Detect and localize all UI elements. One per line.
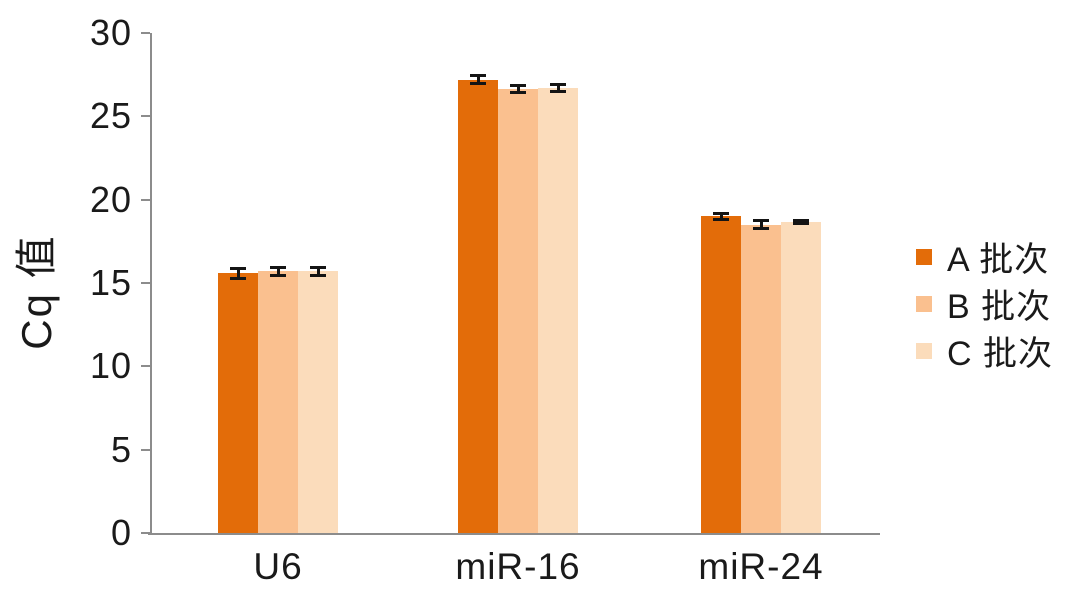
error-bar-line bbox=[516, 84, 520, 94]
y-tick-mark bbox=[141, 32, 150, 34]
error-bar bbox=[470, 74, 486, 86]
legend-swatch bbox=[916, 248, 932, 265]
y-tick-label: 5 bbox=[110, 428, 132, 470]
error-bar-cap-top bbox=[310, 265, 326, 269]
y-tick-label: 10 bbox=[89, 345, 132, 387]
bar-U6-B 批次 bbox=[258, 271, 298, 533]
legend-item: C 批次 bbox=[916, 327, 1053, 374]
error-bar-cap-bottom bbox=[793, 222, 809, 226]
legend: A 批次 B 批次 C 批次 bbox=[916, 233, 1053, 374]
error-bar bbox=[550, 83, 566, 93]
error-bar-cap-top bbox=[713, 211, 729, 215]
y-tick-label: 30 bbox=[89, 12, 132, 53]
error-bar-line bbox=[236, 266, 240, 280]
legend-label: A 批次 bbox=[947, 241, 1050, 279]
y-tick-mark bbox=[141, 448, 150, 451]
bar-miR-24-B 批次 bbox=[741, 224, 781, 533]
x-axis-line bbox=[148, 533, 880, 535]
error-bar-cap-top bbox=[793, 219, 809, 222]
bar-miR-16-B 批次 bbox=[498, 88, 538, 533]
error-bar-line bbox=[556, 83, 560, 93]
error-bar-line bbox=[719, 211, 723, 222]
bar-miR-16-C 批次 bbox=[538, 88, 578, 533]
y-tick-label: 20 bbox=[89, 178, 132, 220]
error-bar-line bbox=[276, 265, 280, 277]
x-axis-label-miR-24: miR-24 bbox=[698, 546, 824, 587]
error-bar-cap-top bbox=[270, 265, 286, 269]
legend-item: A 批次 bbox=[916, 233, 1053, 280]
bar-miR-24-C 批次 bbox=[781, 222, 821, 533]
legend-label: C 批次 bbox=[947, 335, 1053, 373]
error-bar-cap-bottom bbox=[270, 273, 286, 277]
error-bar bbox=[510, 84, 526, 94]
bar-miR-24-A 批次 bbox=[701, 216, 741, 533]
y-tick-mark bbox=[141, 198, 150, 201]
error-bar-cap-bottom bbox=[230, 276, 246, 280]
error-bar bbox=[793, 219, 809, 226]
error-bar bbox=[230, 266, 246, 280]
error-bar-cap-top bbox=[510, 84, 526, 87]
y-axis-line bbox=[150, 33, 152, 535]
error-bar-cap-bottom bbox=[753, 227, 769, 231]
error-bar-cap-bottom bbox=[470, 82, 486, 86]
error-bar bbox=[713, 211, 729, 222]
legend-label: B 批次 bbox=[947, 288, 1052, 326]
y-tick-mark bbox=[141, 532, 150, 534]
x-axis-label-miR-16: miR-16 bbox=[455, 546, 581, 587]
error-bar bbox=[270, 265, 286, 277]
y-tick-label: 15 bbox=[89, 262, 132, 303]
y-tick-mark bbox=[141, 115, 150, 118]
error-bar-cap-top bbox=[230, 266, 246, 270]
error-bar-cap-top bbox=[753, 219, 769, 222]
legend-swatch bbox=[916, 342, 932, 359]
error-bar bbox=[753, 219, 769, 231]
legend-item: B 批次 bbox=[916, 280, 1053, 327]
error-bar-line bbox=[759, 219, 763, 231]
y-tick-label: 25 bbox=[89, 95, 132, 137]
y-tick-label: 0 bbox=[110, 512, 132, 553]
error-bar-cap-bottom bbox=[550, 89, 566, 93]
error-bar-cap-bottom bbox=[713, 218, 729, 222]
legend-swatch bbox=[916, 295, 932, 312]
error-bar-line bbox=[476, 74, 480, 86]
bar-U6-A 批次 bbox=[218, 273, 258, 533]
error-bar-cap-top bbox=[550, 83, 566, 87]
error-bar-line bbox=[799, 219, 803, 226]
bar-U6-C 批次 bbox=[298, 271, 338, 533]
error-bar-line bbox=[316, 265, 320, 277]
error-bar-cap-top bbox=[470, 74, 486, 77]
x-axis-label-U6: U6 bbox=[253, 546, 303, 587]
y-tick-mark bbox=[141, 282, 150, 284]
bar-miR-16-A 批次 bbox=[458, 79, 498, 533]
error-bar-cap-bottom bbox=[310, 273, 326, 277]
error-bar-cap-bottom bbox=[510, 90, 526, 94]
error-bar bbox=[310, 265, 326, 277]
y-tick-mark bbox=[141, 365, 150, 368]
